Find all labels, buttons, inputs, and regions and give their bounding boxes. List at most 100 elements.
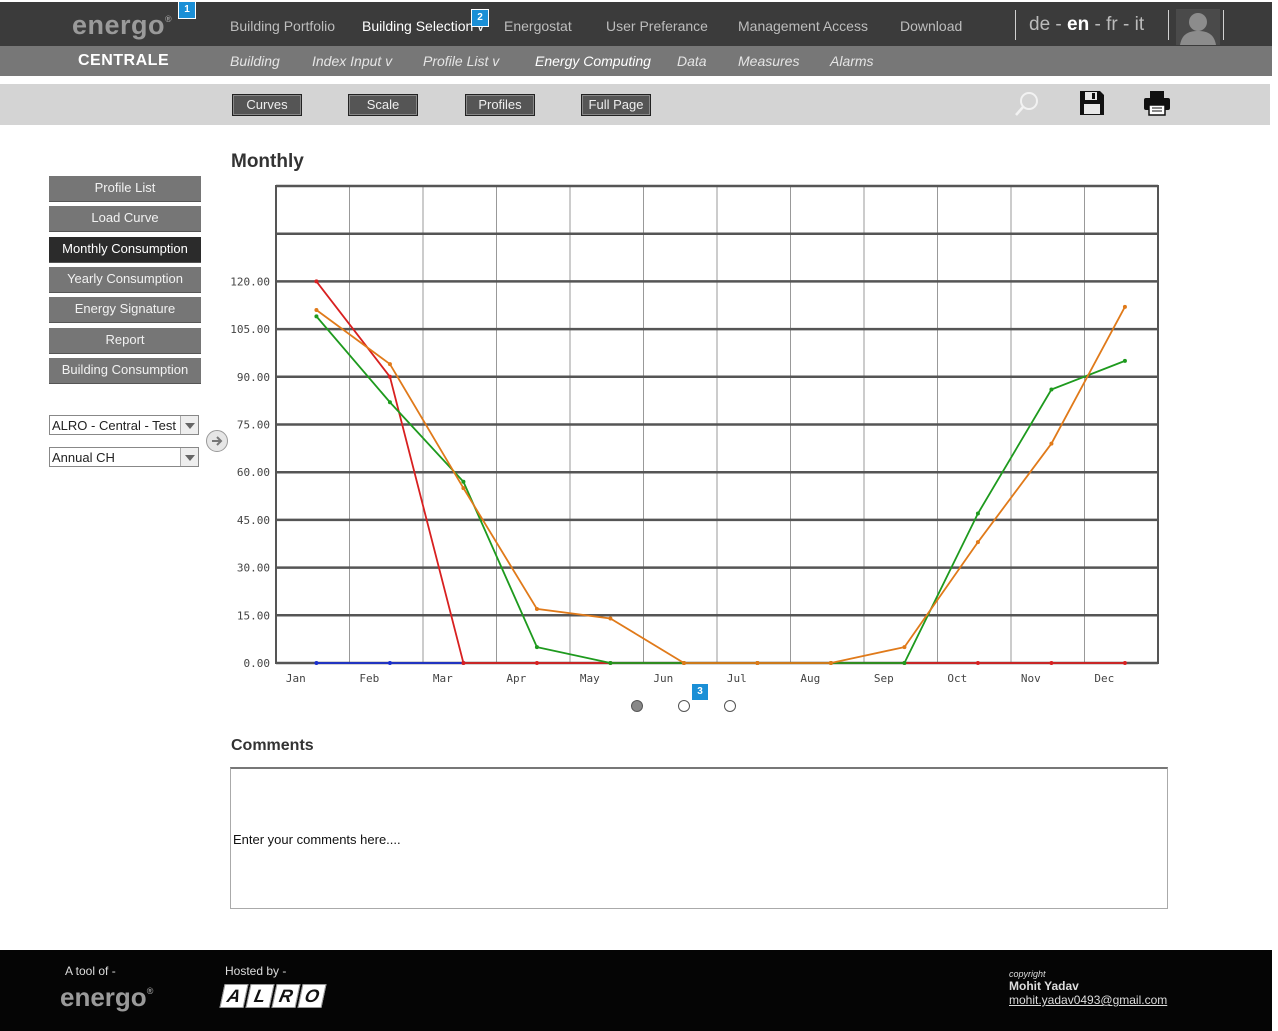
subnav-energy-computing[interactable]: Energy Computing	[535, 53, 651, 69]
nav-building-portfolio[interactable]: Building Portfolio	[230, 18, 336, 34]
series-point	[975, 511, 980, 516]
lang-en[interactable]: en	[1067, 14, 1090, 35]
alro-letter: O	[297, 984, 327, 1008]
comments-title: Comments	[231, 737, 314, 754]
sidebar-item-monthly-consumption[interactable]: Monthly Consumption	[49, 237, 201, 263]
section-title: CENTRALE	[78, 52, 170, 69]
sidebar-item-report[interactable]: Report	[49, 328, 201, 354]
search-icon[interactable]	[1013, 90, 1041, 118]
nav-management-access[interactable]: Management Access	[738, 18, 868, 34]
series-point	[902, 661, 907, 665]
series-point	[828, 661, 833, 665]
series-point	[314, 308, 319, 313]
subnav-index-input[interactable]: Index Input v	[312, 53, 393, 69]
copyright-label: copyright	[1009, 969, 1046, 979]
y-tick-label: 90.00	[237, 371, 270, 384]
author-name: Mohit Yadav	[1009, 979, 1079, 993]
series-point	[681, 661, 686, 665]
series-point	[387, 661, 392, 665]
comments-textarea[interactable]: Enter your comments here....	[230, 767, 1168, 909]
monthly-line-chart: 0.00 15.00 30.00 45.00 60.00 75.00 90.00 105.00…	[230, 184, 1159, 685]
scale-button[interactable]: Scale	[348, 94, 418, 116]
sidebar-item-energy-signature[interactable]: Energy Signature	[49, 297, 201, 323]
lang-it[interactable]: it	[1134, 14, 1145, 35]
x-tick-label: Aug	[800, 672, 820, 685]
series-point	[975, 661, 980, 665]
series-point	[1122, 358, 1127, 363]
chevron-down-icon[interactable]	[180, 416, 198, 434]
series-point	[314, 661, 319, 665]
series-point	[314, 279, 319, 284]
alro-logo[interactable]: A L R O	[219, 984, 327, 1010]
nav-user-preferance[interactable]: User Preferance	[606, 18, 708, 34]
y-tick-label: 0.00	[244, 657, 271, 670]
sidebar-item-load-curve[interactable]: Load Curve	[49, 206, 201, 232]
series-point	[387, 374, 392, 379]
y-tick-label: 60.00	[237, 466, 270, 479]
building-select[interactable]: ALRO - Central - Test	[49, 415, 199, 435]
logo-text: energo	[72, 10, 166, 40]
top-nav-bar: energo® 1 Building Portfolio Building Se…	[0, 1, 1272, 46]
series-point	[461, 479, 466, 484]
profiles-button[interactable]: Profiles	[465, 94, 535, 116]
series-point	[387, 400, 392, 405]
x-tick-label: Sep	[874, 672, 894, 685]
y-tick-label: 75.00	[237, 419, 270, 432]
pager-dot-1[interactable]	[631, 700, 643, 712]
annotation-badge-3: 3	[691, 683, 709, 701]
lang-de[interactable]: de	[1029, 14, 1051, 35]
pager-dot-3[interactable]	[724, 700, 736, 712]
series-point	[387, 362, 392, 367]
save-icon[interactable]	[1079, 90, 1105, 116]
series-point	[461, 486, 466, 491]
series-point	[755, 661, 760, 665]
profile-select-value: Annual CH	[52, 450, 115, 465]
x-tick-label: Feb	[359, 672, 379, 685]
author-email-link[interactable]: mohit.yadav0493@gmail.com	[1009, 993, 1168, 1007]
chevron-down-icon[interactable]	[180, 448, 198, 466]
y-tick-label: 30.00	[237, 562, 270, 575]
sidebar-item-profile-list[interactable]: Profile List	[49, 176, 201, 202]
logo-mark: ®	[165, 14, 173, 24]
x-tick-label: Oct	[947, 672, 967, 685]
tool-of-label: A tool of -	[65, 964, 116, 978]
series-line	[315, 306, 1126, 664]
x-tick-label: Apr	[506, 672, 526, 685]
subnav-measures[interactable]: Measures	[738, 53, 800, 69]
series-point	[534, 606, 539, 611]
x-tick-label: Mar	[433, 672, 453, 685]
series-point	[1122, 304, 1127, 309]
subnav-profile-list[interactable]: Profile List v	[423, 53, 500, 69]
sidebar-item-building-consumption[interactable]: Building Consumption	[49, 358, 201, 384]
footer: A tool of - energo® Hosted by - A L R O …	[0, 950, 1272, 1031]
subnav-data[interactable]: Data	[677, 53, 707, 69]
profile-select[interactable]: Annual CH	[49, 447, 199, 467]
series-point	[975, 540, 980, 545]
sub-nav-bar: CENTRALE Building Index Input v Profile …	[0, 46, 1272, 76]
energo-logo[interactable]: energo®	[72, 10, 172, 41]
series-point	[1049, 441, 1054, 446]
subnav-alarms[interactable]: Alarms	[830, 53, 874, 69]
nav-building-selection[interactable]: Building Selection v	[362, 18, 485, 34]
series-point	[902, 645, 907, 650]
footer-energo-logo[interactable]: energo®	[60, 982, 153, 1013]
y-tick-label: 105.00	[230, 323, 270, 336]
print-icon[interactable]	[1143, 90, 1171, 116]
y-tick-label: 120.00	[230, 275, 270, 288]
arrow-right-circle-icon[interactable]	[206, 430, 228, 452]
pager-dot-2[interactable]	[678, 700, 690, 712]
series-point	[608, 616, 613, 621]
comments-placeholder: Enter your comments here....	[233, 832, 401, 847]
user-avatar-icon[interactable]	[1176, 9, 1220, 45]
subnav-building[interactable]: Building	[230, 53, 280, 69]
series-point	[534, 661, 539, 665]
nav-download[interactable]: Download	[900, 18, 963, 34]
y-tick-label: 45.00	[237, 514, 270, 527]
alro-letter: R	[271, 984, 301, 1008]
curves-button[interactable]: Curves	[232, 94, 302, 116]
lang-separator: -	[1050, 14, 1068, 35]
full-page-button[interactable]: Full Page	[581, 94, 651, 116]
nav-energostat[interactable]: Energostat	[504, 18, 572, 34]
lang-fr[interactable]: fr	[1106, 14, 1118, 35]
sidebar-item-yearly-consumption[interactable]: Yearly Consumption	[49, 267, 201, 293]
